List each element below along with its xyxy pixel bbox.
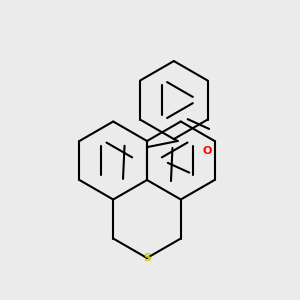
- Text: O: O: [202, 146, 212, 156]
- Text: S: S: [143, 253, 151, 263]
